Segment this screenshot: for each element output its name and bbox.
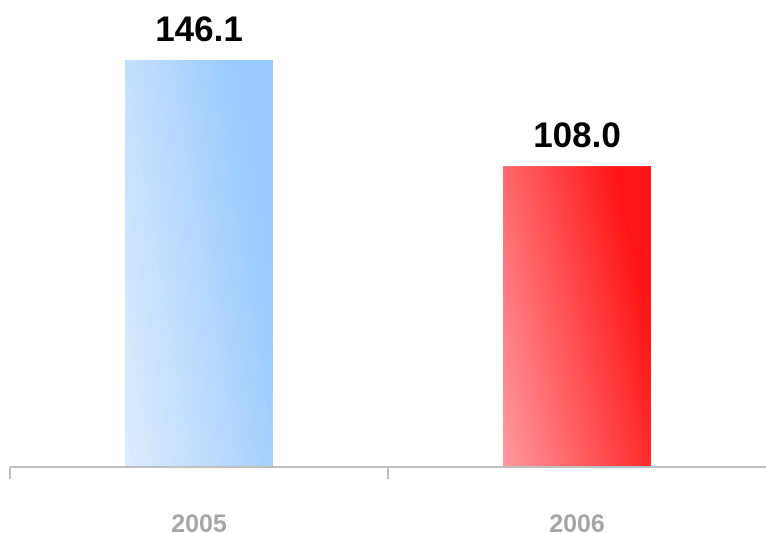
data-label-2006: 108.0 <box>533 116 621 155</box>
x-axis <box>9 466 766 479</box>
labels-layer: 146.1 2005 108.0 2006 <box>155 10 621 533</box>
x-tick-label-2005: 2005 <box>171 510 227 533</box>
x-tick-label-2006: 2006 <box>549 510 605 533</box>
bar-2005 <box>125 60 273 467</box>
bar-2006 <box>503 166 651 467</box>
bars-layer <box>125 60 651 467</box>
data-label-2005: 146.1 <box>155 10 243 49</box>
